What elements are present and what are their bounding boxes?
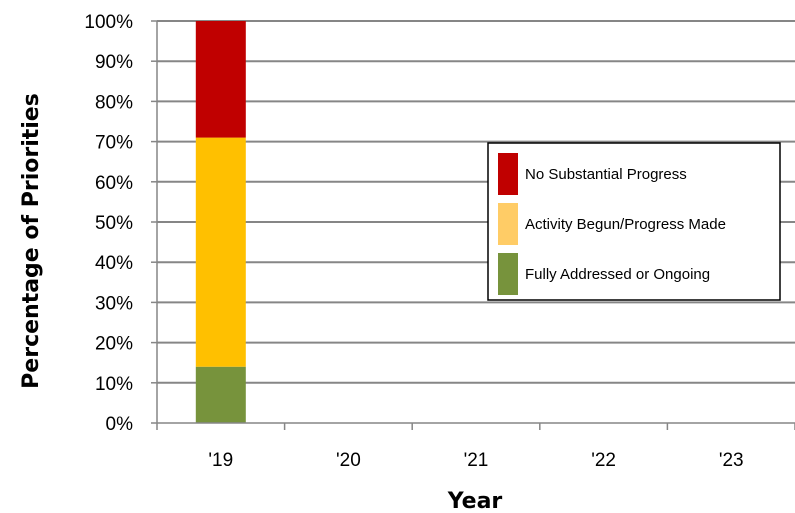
bar-segment: [195, 366, 246, 423]
legend-label: Fully Addressed or Ongoing: [525, 266, 710, 283]
y-tick-label: 90%: [95, 52, 133, 73]
bar-segment: [195, 137, 246, 367]
y-tick-labels: 0% 10% 20% 30% 40% 50% 60% 70% 80% 90% 100%: [84, 12, 133, 435]
x-tick-label: '22: [591, 450, 616, 471]
bar-segment: [195, 21, 246, 138]
x-tick-labels: '19 '20 '21 '22 '23: [208, 450, 743, 471]
y-tick-label: 20%: [95, 334, 133, 355]
bars: [195, 21, 246, 423]
x-tick-label: '21: [464, 450, 489, 471]
y-tick-label: 50%: [95, 213, 133, 234]
legend-box: [487, 142, 781, 301]
y-tick-label: 40%: [95, 253, 133, 274]
y-tick-label: 80%: [95, 92, 133, 113]
legend: No Substantial Progress Activity Begun/Pr…: [487, 142, 781, 301]
x-tick-label: '20: [336, 450, 361, 471]
y-tick-label: 100%: [84, 12, 133, 33]
y-axis-title: Percentage of Priorities: [19, 93, 44, 389]
y-tick-label: 0%: [106, 414, 134, 435]
legend-swatch: [498, 253, 518, 295]
x-tick-label: '23: [719, 450, 744, 471]
legend-swatch: [498, 203, 518, 245]
legend-label: Activity Begun/Progress Made: [525, 216, 726, 233]
y-tick-label: 70%: [95, 133, 133, 154]
legend-swatch: [498, 153, 518, 195]
x-axis-title: Year: [447, 489, 503, 513]
y-tick-label: 30%: [95, 293, 133, 314]
y-tick-label: 60%: [95, 173, 133, 194]
y-tick-label: 10%: [95, 374, 133, 395]
x-tick-label: '19: [208, 450, 233, 471]
axes: [156, 21, 795, 424]
legend-label: No Substantial Progress: [525, 166, 687, 183]
